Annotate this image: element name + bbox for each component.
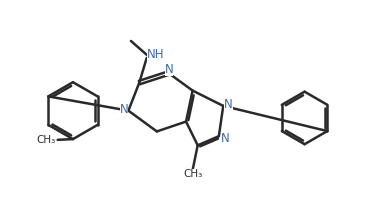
Text: CH₃: CH₃ — [183, 169, 202, 180]
Text: CH₃: CH₃ — [36, 135, 56, 145]
Text: N: N — [119, 103, 128, 116]
Text: N: N — [224, 98, 233, 111]
Text: NH: NH — [147, 48, 164, 61]
Text: N: N — [165, 63, 173, 76]
Text: N: N — [221, 132, 230, 144]
